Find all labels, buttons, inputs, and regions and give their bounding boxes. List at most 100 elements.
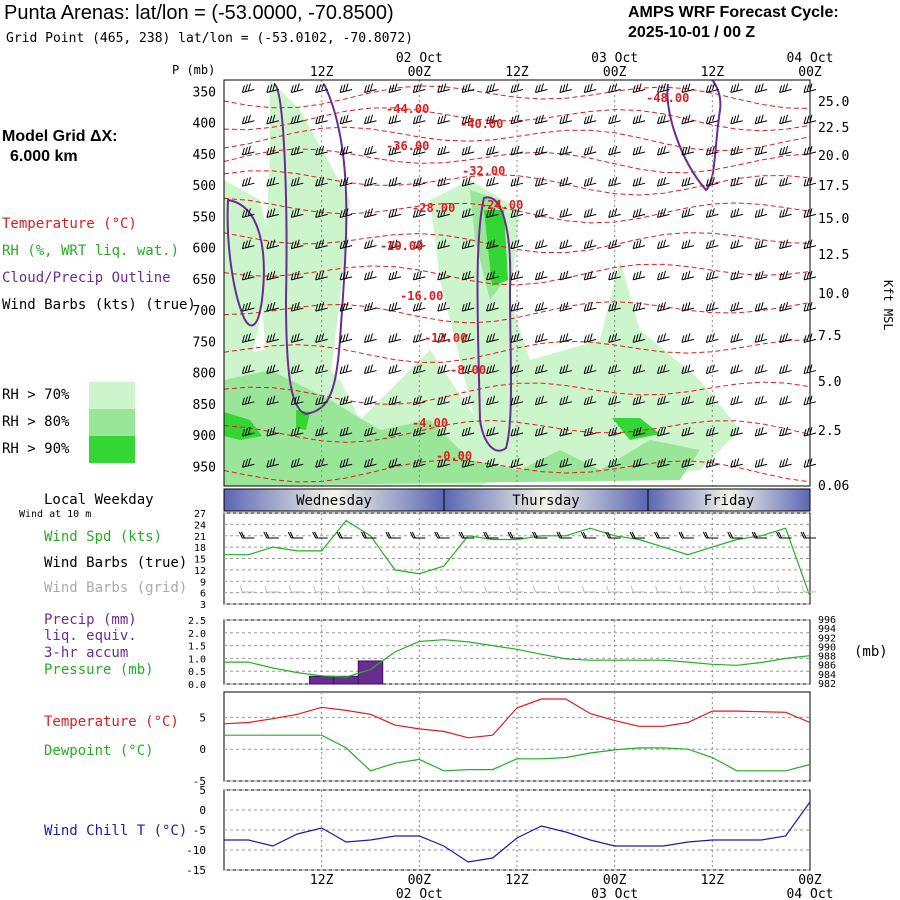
precip-accum-label: 3-hr accum — [44, 645, 129, 661]
wind-barb — [632, 458, 646, 468]
grid-point-subtitle: Grid Point (465, 238) lat/lon = (-53.010… — [6, 31, 413, 46]
wind-barb — [559, 208, 572, 218]
wind-barb — [534, 364, 548, 375]
wind-barb — [388, 301, 402, 312]
temperature-contour-line — [223, 232, 811, 254]
wind-barb — [315, 426, 328, 437]
wind-barb — [486, 458, 499, 468]
wind-barb — [779, 83, 792, 93]
wind-barb — [388, 239, 402, 250]
weekday-label: Thursday — [512, 493, 579, 509]
wind-barb — [412, 114, 426, 125]
wind-barb — [437, 395, 450, 406]
bottom-time-label: 00Z — [798, 873, 822, 888]
wind-barb — [632, 145, 646, 156]
y-tick-label: 24 — [194, 520, 206, 531]
height-tick-label: 0.06 — [818, 479, 849, 494]
wind-barb — [241, 145, 255, 156]
wind-barb — [486, 83, 499, 93]
wind-barb — [339, 145, 353, 156]
wind-barb — [510, 145, 524, 156]
wind-barb — [266, 83, 279, 93]
temperature-contour-label: -12.00 — [424, 331, 467, 345]
wind-barb — [241, 426, 255, 437]
pressure-tick-label: 996 — [818, 615, 836, 626]
y-tick-label: 2.0 — [188, 629, 206, 640]
wind-barb — [681, 177, 695, 187]
wind-barb — [681, 114, 695, 125]
cloud-outline-path — [273, 83, 348, 416]
wind-barb — [241, 83, 255, 93]
wind-barb — [263, 531, 279, 539]
wind-barb — [364, 301, 377, 312]
y-tick-label: 27 — [194, 509, 206, 520]
wind-barb — [583, 145, 597, 156]
wind-barb — [751, 531, 768, 539]
wind-barb — [510, 270, 524, 281]
wind-barb — [730, 114, 743, 125]
wind-barb — [559, 333, 572, 343]
wind-barb — [632, 333, 646, 343]
grid-wind-barb — [703, 585, 719, 593]
wind-barb — [754, 458, 768, 468]
wind-barb — [779, 270, 792, 281]
top-time-label: 12Z — [701, 65, 725, 80]
weekday-label: Friday — [704, 493, 755, 509]
height-tick-label: 20.0 — [818, 149, 849, 164]
rh-key-swatch-90 — [89, 436, 135, 463]
pressure-line — [224, 639, 811, 678]
grid-wind-barb — [728, 585, 743, 593]
wind-barb — [583, 364, 597, 375]
pressure-tick-label: 600 — [193, 242, 216, 257]
pressure-tick-label: 982 — [818, 679, 836, 690]
wind-barb — [702, 531, 719, 539]
temperature-contour-label: -28.00 — [412, 201, 455, 215]
wind-barb — [266, 145, 279, 156]
wind-barb — [681, 333, 695, 343]
wind-barb — [534, 270, 548, 281]
wind-speed-label: Wind Spd (kts) — [44, 529, 163, 545]
wind-barb — [608, 145, 621, 156]
wind-barb — [339, 301, 353, 312]
wind-barb — [556, 531, 572, 539]
wind-barb — [241, 395, 255, 406]
wind-barb — [486, 333, 499, 343]
wind-barb — [361, 531, 377, 539]
temperature-contour-label: -16.00 — [400, 289, 443, 303]
wind-barb — [364, 208, 377, 218]
wind-barb — [534, 239, 548, 250]
wind-barb — [266, 270, 279, 281]
wind-barb — [657, 177, 670, 187]
wind-barb — [754, 177, 768, 187]
grid-wind-barb — [337, 585, 353, 593]
y-tick-label: 2.5 — [188, 616, 206, 627]
y-tick-label: 0.0 — [188, 680, 206, 691]
wind-barb — [583, 239, 597, 250]
rh-70-area — [262, 80, 350, 430]
wind-barb — [510, 177, 524, 187]
rh-key-label-90: RH > 90% — [2, 441, 70, 457]
wind-barb — [608, 364, 621, 375]
wind-barb — [364, 114, 377, 125]
wind-barb — [241, 364, 255, 375]
wind-barb — [730, 426, 743, 437]
wind-barb — [461, 239, 475, 250]
cloud-outline — [226, 79, 722, 452]
forecast-cycle-value: 2025-10-01 / 00 Z — [628, 24, 756, 41]
wind-barb — [364, 395, 377, 406]
wind-barb — [534, 458, 548, 468]
wind-barb — [339, 177, 353, 187]
wind-barb — [779, 426, 792, 437]
height-tick-label: 17.5 — [818, 179, 849, 194]
wind-barb — [241, 239, 255, 250]
wind-barb — [461, 83, 475, 93]
wind-barb — [266, 333, 279, 343]
wind-barb — [583, 177, 597, 187]
wind-barb — [779, 333, 792, 343]
weekday-band: Wednesday Thursday Friday — [223, 488, 811, 512]
wind-barb — [510, 426, 524, 437]
wind-barb — [559, 177, 572, 187]
wind-barb — [583, 395, 597, 406]
pressure-tick-label: 650 — [193, 273, 216, 288]
